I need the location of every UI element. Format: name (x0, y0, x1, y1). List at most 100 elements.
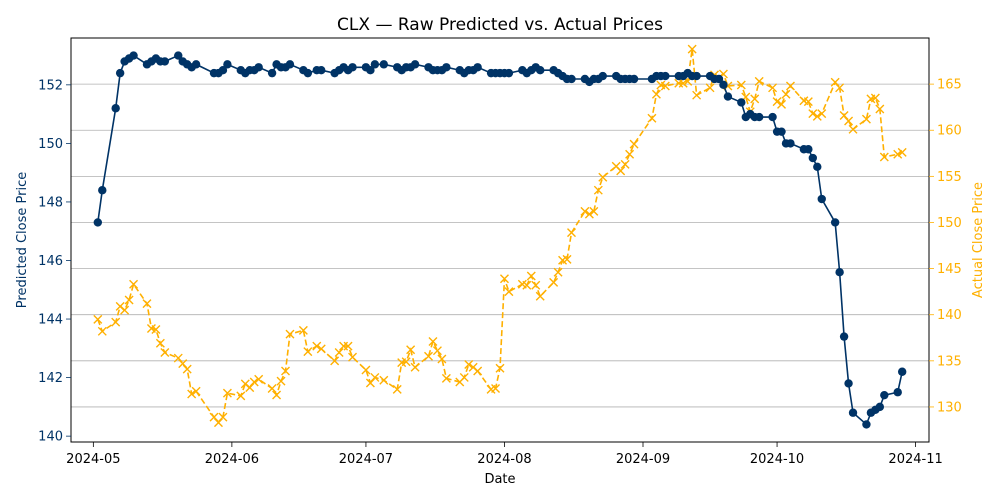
predicted-price-point (303, 68, 313, 78)
actual-price-point (249, 377, 259, 387)
actual-price-point (93, 314, 103, 324)
y-right-tick-label: 130 (937, 400, 962, 415)
predicted-price-point (504, 68, 514, 78)
actual-price-point (491, 384, 501, 393)
actual-price-point (182, 364, 192, 374)
actual-price-point (428, 336, 438, 346)
actual-price-point (330, 356, 340, 366)
actual-price-point (424, 351, 433, 361)
actual-price-point (191, 386, 201, 396)
predicted-price-point (567, 74, 576, 84)
actual-price-point (553, 267, 563, 277)
actual-price-point (343, 341, 353, 351)
actual-price-point (142, 299, 152, 309)
actual-price-point (213, 418, 223, 428)
predicted-price-point (115, 68, 125, 78)
actual-price-point (303, 347, 313, 357)
predicted-price-point (317, 66, 326, 75)
actual-price-point (401, 357, 411, 367)
predicted-price-point (768, 112, 777, 122)
x-tick-label: 2024-05 (66, 452, 120, 467)
predicted-price-point (348, 63, 357, 72)
y-right-tick-label: 145 (937, 262, 962, 277)
actual-price-point (392, 384, 402, 394)
predicted-price-point (98, 186, 107, 195)
y-left-tick-label: 150 (38, 137, 63, 152)
actual-price-point (173, 353, 183, 363)
actual-price-point (281, 366, 290, 376)
y-left-tick-label: 148 (38, 195, 63, 210)
y-right-tick-label: 160 (937, 124, 962, 139)
y-right-tick-label: 165 (937, 78, 962, 93)
predicted-price-point (786, 139, 795, 148)
actual-price-point (562, 254, 572, 264)
predicted-price-point (692, 71, 701, 81)
actual-price-point (365, 378, 375, 388)
predicted-price-point (848, 408, 858, 417)
x-tick-label: 2024-10 (750, 452, 804, 467)
predicted-price-point (370, 60, 380, 69)
predicted-price-point (473, 63, 482, 72)
y-left-tick-label: 142 (38, 371, 63, 386)
actual-price-point (459, 372, 469, 382)
actual-price-point (535, 291, 545, 301)
actual-price-point (379, 375, 389, 385)
y-right-tick-label: 135 (937, 354, 962, 369)
actual-price-point (879, 152, 889, 162)
actual-price-point (772, 97, 782, 107)
predicted-price-point (897, 367, 907, 376)
predicted-price-point (862, 420, 871, 429)
actual-price-point (839, 110, 849, 120)
predicted-price-point (174, 51, 183, 60)
actual-price-point (531, 280, 541, 290)
x-axis-label: Date (484, 472, 515, 487)
actual-price-point (155, 338, 165, 348)
actual-price-point (589, 206, 599, 216)
predicted-price-point (844, 379, 853, 388)
actual-price-point (593, 185, 603, 195)
actual-price-point (124, 295, 134, 305)
actual-price-point (549, 277, 559, 287)
predicted-price-point (808, 153, 818, 163)
predicted-price-point (830, 218, 840, 227)
predicted-price-point (875, 402, 885, 412)
actual-price-point (312, 341, 322, 351)
actual-price-point (598, 172, 608, 182)
predicted-price-point (191, 60, 201, 69)
predicted-price-point (366, 66, 375, 75)
actual-price-point (222, 388, 232, 398)
actual-price-point (298, 325, 308, 335)
x-tick-label: 2024-08 (477, 452, 531, 467)
predicted-price-point (223, 60, 232, 69)
actual-price-point (495, 363, 505, 373)
chart-title: CLX — Raw Predicted vs. Actual Prices (337, 15, 663, 35)
predicted-price-point (777, 127, 786, 136)
actual-price-point (781, 89, 791, 99)
predicted-price-point (661, 71, 670, 81)
predicted-price-point (804, 145, 813, 154)
actual-price-point (129, 279, 139, 289)
actual-price-point (580, 206, 590, 216)
x-tick-label: 2024-06 (205, 452, 259, 467)
predicted-price-point (254, 63, 263, 72)
x-tick-label: 2024-11 (888, 452, 942, 467)
actual-price-point (120, 305, 130, 315)
actual-price-point (705, 83, 715, 93)
actual-price-point (151, 324, 161, 334)
predicted-price-point (442, 63, 451, 72)
actual-price-point (835, 83, 845, 93)
predicted-price-point (719, 80, 728, 90)
predicted-price-point (893, 388, 902, 397)
actual-price-point (522, 280, 532, 290)
actual-price-point (348, 352, 358, 362)
actual-price-point (660, 81, 670, 91)
predicted-price-point (754, 112, 764, 122)
actual-price-point (285, 329, 295, 339)
actual-price-point (267, 384, 277, 393)
predicted-price-point (536, 66, 545, 75)
actual-price-point (875, 104, 885, 114)
predicted-price-point (835, 268, 844, 277)
actual-price-point (254, 374, 264, 384)
series-layer (93, 44, 907, 429)
